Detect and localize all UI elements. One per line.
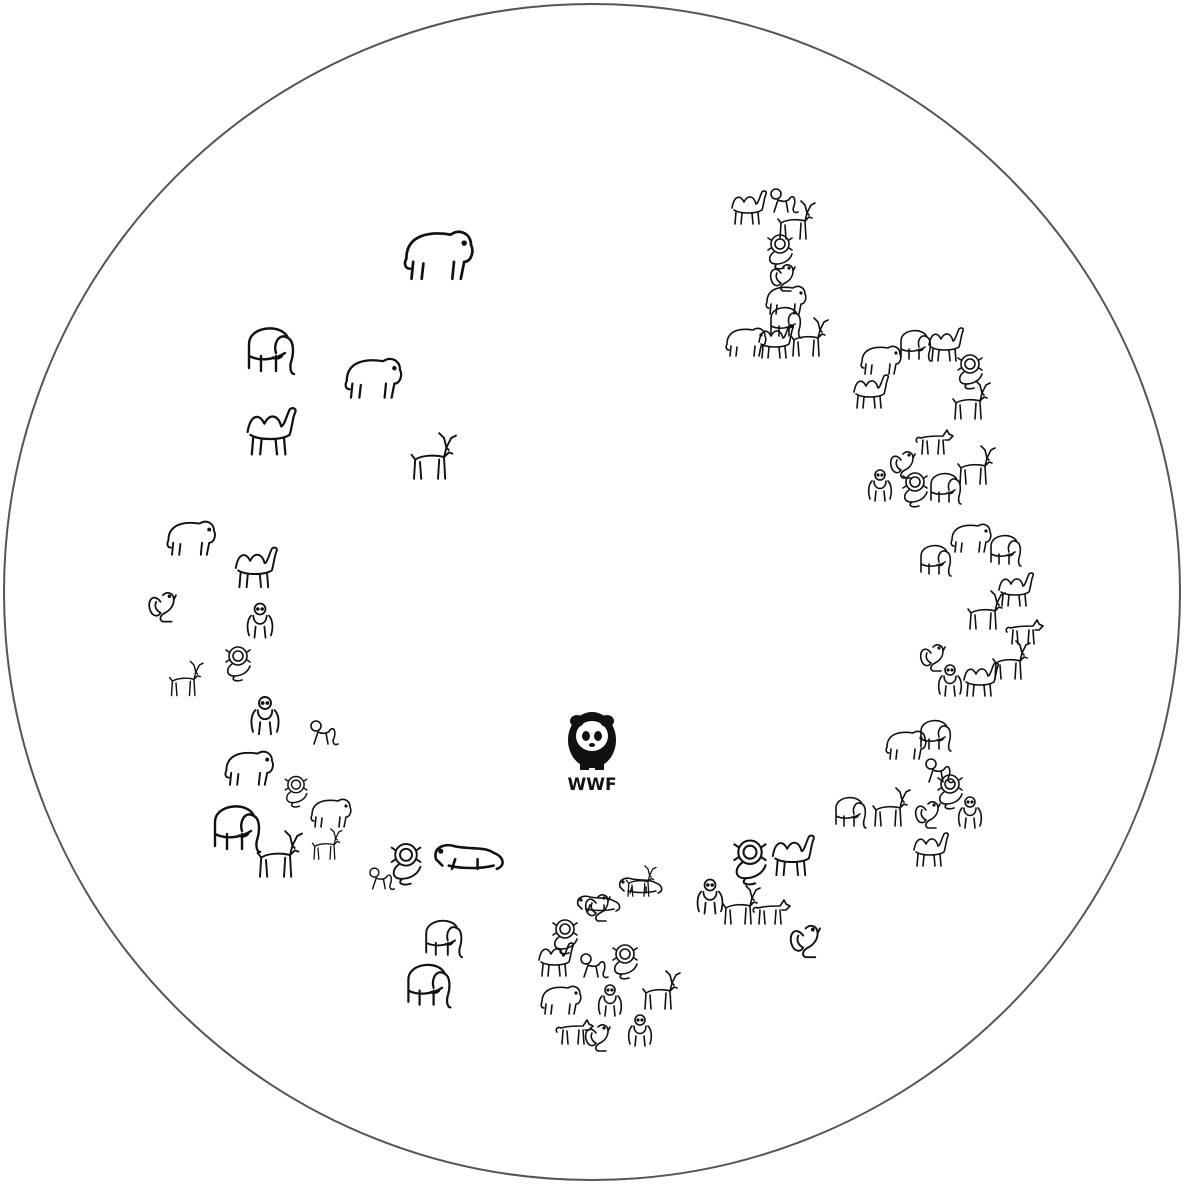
elephant-icon bbox=[920, 544, 952, 577]
lion-icon bbox=[612, 944, 638, 980]
wwf-logo: WWF bbox=[567, 712, 617, 795]
deer-icon bbox=[722, 885, 761, 925]
deer-icon bbox=[777, 200, 816, 240]
squirrel-icon bbox=[914, 801, 941, 829]
squirrel-icon bbox=[919, 644, 946, 672]
numeral-3 bbox=[919, 523, 1044, 697]
camel-icon bbox=[246, 407, 297, 456]
lion-icon bbox=[937, 774, 963, 810]
bear-icon bbox=[725, 327, 767, 357]
monkey-icon bbox=[770, 188, 799, 214]
bear-icon bbox=[540, 985, 582, 1015]
otter-icon bbox=[576, 895, 621, 912]
wolf-icon bbox=[555, 1019, 594, 1045]
bear-icon bbox=[224, 750, 274, 786]
outer-ring bbox=[3, 3, 1181, 1181]
deer-icon bbox=[872, 787, 911, 827]
elephant-icon bbox=[990, 534, 1022, 567]
squirrel-icon bbox=[148, 592, 177, 623]
deer-icon bbox=[625, 865, 657, 897]
monkey-icon bbox=[369, 867, 395, 890]
bear-icon bbox=[310, 798, 352, 828]
elephant-icon bbox=[213, 805, 262, 854]
camel-icon bbox=[538, 942, 574, 977]
lion-icon bbox=[284, 775, 308, 808]
bear-icon bbox=[344, 357, 403, 399]
deer-icon bbox=[952, 380, 991, 420]
squirrel-icon bbox=[889, 451, 916, 479]
numeral-1 bbox=[725, 188, 829, 359]
gorilla-icon bbox=[957, 796, 983, 829]
numeral-2 bbox=[853, 327, 996, 508]
deer-icon bbox=[992, 640, 1031, 680]
numerals bbox=[538, 188, 1044, 1052]
camel-icon bbox=[998, 572, 1034, 607]
deer-icon bbox=[642, 970, 681, 1010]
squirrel-icon bbox=[789, 924, 821, 959]
bear-icon bbox=[860, 345, 902, 375]
gorilla-icon bbox=[867, 469, 893, 502]
lion-icon bbox=[552, 919, 578, 955]
deer-icon bbox=[168, 660, 204, 697]
gorilla-icon bbox=[597, 984, 623, 1017]
lion-icon bbox=[767, 234, 793, 270]
camel-icon bbox=[234, 546, 278, 589]
animal-marks bbox=[148, 188, 1044, 1052]
monkey-icon bbox=[580, 953, 609, 979]
wolf-icon bbox=[915, 429, 954, 455]
deer-icon bbox=[790, 317, 829, 357]
elephant-icon bbox=[900, 329, 932, 362]
scattered-animals bbox=[148, 230, 821, 1009]
bear-icon bbox=[885, 730, 927, 760]
numeral-5 bbox=[835, 719, 983, 867]
elephant-icon bbox=[920, 719, 952, 752]
deer-icon bbox=[410, 432, 457, 480]
camel-icon bbox=[963, 662, 999, 697]
camel-icon bbox=[853, 374, 889, 409]
lion-icon bbox=[902, 472, 928, 508]
camel-icon bbox=[928, 327, 964, 362]
gorilla-icon bbox=[627, 1014, 653, 1047]
gorilla-icon bbox=[246, 602, 274, 639]
bear-icon bbox=[166, 520, 216, 556]
otter-icon bbox=[434, 843, 504, 871]
otter-icon bbox=[618, 877, 663, 894]
camel-icon bbox=[731, 190, 767, 225]
elephant-icon bbox=[407, 963, 452, 1009]
wolf-icon bbox=[1005, 619, 1044, 645]
bear-icon bbox=[950, 523, 992, 553]
bear-icon bbox=[403, 230, 474, 281]
elephant-icon bbox=[930, 472, 962, 505]
monkey-icon bbox=[925, 758, 954, 784]
elephant-icon bbox=[425, 919, 464, 959]
gorilla-icon bbox=[696, 878, 724, 915]
deer-icon bbox=[311, 828, 343, 860]
lion-icon bbox=[390, 843, 422, 886]
gorilla-icon bbox=[250, 696, 280, 736]
gorilla-icon bbox=[937, 664, 963, 697]
monkey-icon bbox=[310, 720, 339, 746]
panda-logo-icon bbox=[568, 712, 616, 770]
deer-icon bbox=[967, 590, 1006, 630]
camel-icon bbox=[913, 832, 949, 867]
elephant-icon bbox=[835, 796, 867, 829]
camel-icon bbox=[758, 324, 794, 359]
camel-icon bbox=[771, 834, 815, 877]
deer-icon bbox=[256, 830, 303, 878]
bear-icon bbox=[765, 285, 807, 315]
lion-icon bbox=[957, 354, 983, 390]
wolf-icon bbox=[752, 899, 791, 925]
numeral-6 bbox=[538, 877, 681, 1052]
lion-icon bbox=[733, 839, 767, 886]
elephant-icon bbox=[247, 327, 296, 376]
deer-icon bbox=[957, 445, 996, 485]
lion-icon bbox=[225, 646, 251, 682]
logo-text: WWF bbox=[567, 775, 616, 795]
